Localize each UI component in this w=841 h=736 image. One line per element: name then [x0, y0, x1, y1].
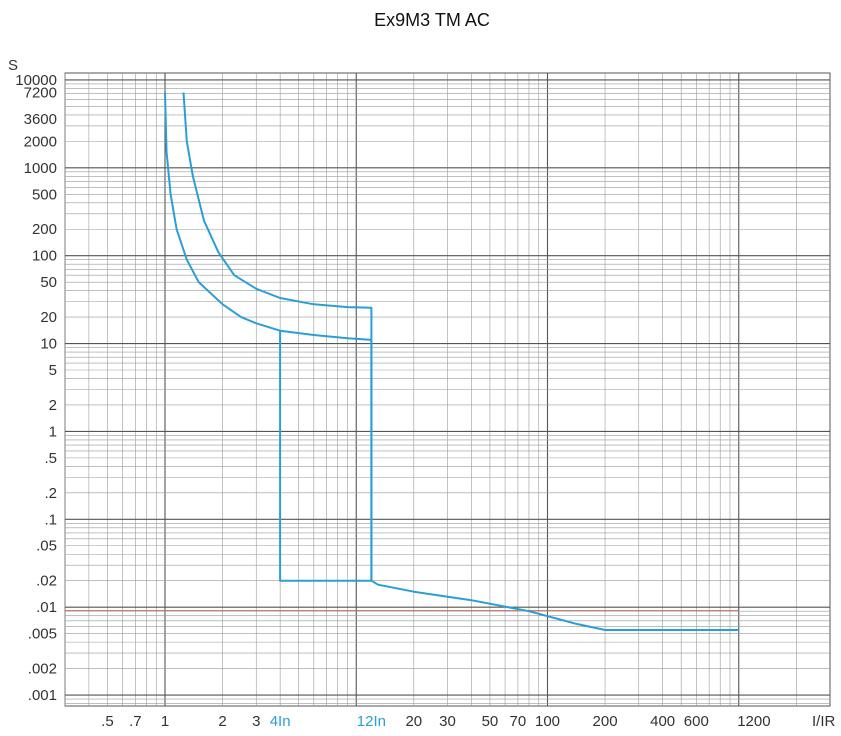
y-tick-label: 3600	[24, 111, 57, 128]
x-axis-label: I/IR	[812, 713, 836, 730]
y-tick-label: .5	[44, 450, 57, 467]
x-tick-labels: .5 .7 1 2 3 4In 12In 20 30 50 70 100 200 400 600 1200	[101, 713, 770, 730]
y-tick-label: 5	[49, 362, 57, 379]
y-tick-label: .001	[28, 687, 57, 704]
y-tick-label: 7200	[24, 84, 57, 101]
y-tick-label: .01	[36, 599, 57, 616]
x-tick-label: 70	[510, 713, 527, 730]
y-tick-label: .005	[28, 626, 57, 643]
y-tick-label: 2	[49, 397, 57, 414]
curves	[164, 92, 739, 631]
y-tick-label: 1	[49, 423, 57, 440]
y-tick-label: .1	[44, 511, 57, 528]
x-tick-label: 2	[218, 713, 226, 730]
y-tick-label: 20	[40, 309, 57, 326]
y-tick-label: .05	[36, 538, 57, 555]
x-tick-label: 600	[684, 713, 709, 730]
x-tick-label: 100	[535, 713, 560, 730]
x-tick-label: 30	[439, 713, 456, 730]
y-tick-label: 100	[32, 248, 57, 265]
x-tick-label: .7	[129, 713, 142, 730]
y-tick-label: .2	[44, 485, 57, 502]
x-tick-label: 1200	[737, 713, 770, 730]
x-tick-label: 20	[405, 713, 422, 730]
y-tick-label: 10	[40, 336, 57, 353]
x-tick-label: .5	[101, 713, 114, 730]
grid-lines	[64, 72, 831, 707]
y-tick-label: .002	[28, 661, 57, 678]
series-line-2	[182, 92, 739, 631]
y-axis-label: S	[8, 57, 18, 74]
y-tick-label: 200	[32, 221, 57, 238]
x-tick-label: 3	[252, 713, 260, 730]
x-tick-label: 200	[593, 713, 618, 730]
x-tick-label: 4In	[270, 713, 291, 730]
y-tick-label: .02	[36, 573, 57, 590]
y-tick-label: 500	[32, 186, 57, 203]
x-tick-label: 400	[650, 713, 675, 730]
y-tick-label: 1000	[24, 160, 57, 177]
series-line-1	[164, 92, 373, 582]
y-tick-label: 50	[40, 274, 57, 291]
y-tick-label: 2000	[24, 133, 57, 150]
y-tick-label: 10000	[15, 72, 57, 89]
chart-title: Ex9M3 TM AC	[374, 10, 490, 30]
x-tick-label: 1	[161, 713, 169, 730]
x-tick-label: 50	[482, 713, 499, 730]
x-tick-label: 12In	[357, 713, 386, 730]
